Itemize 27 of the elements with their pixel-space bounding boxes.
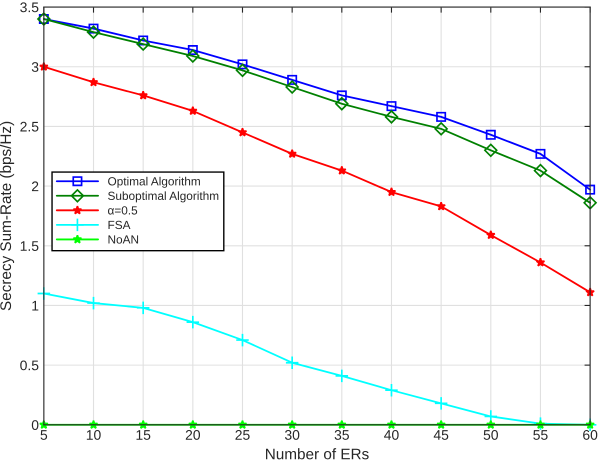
legend-label: NoAN	[108, 235, 138, 244]
y-tick-label: 3.5	[20, 2, 38, 12]
x-tick-label: 5	[40, 430, 48, 440]
x-tick-label: 40	[384, 430, 399, 440]
x-tick-label: 45	[434, 430, 448, 440]
y-tick-label: 3	[32, 62, 38, 72]
x-axis-title: Number of ERs	[266, 448, 369, 460]
y-tick-label: 2.5	[20, 122, 38, 132]
legend-label: Suboptimal Algorithm	[108, 191, 218, 202]
legend-label: FSA	[108, 220, 130, 230]
x-tick-label: 20	[186, 430, 200, 440]
y-axis-title: Secrecy Sum-Rate (bps/Hz)	[0, 122, 14, 310]
x-tick-label: 30	[284, 430, 300, 440]
legend-label: α=0.5	[108, 206, 138, 215]
y-tick-label: 0	[32, 420, 38, 430]
x-tick-label: 60	[583, 430, 598, 440]
x-tick-label: 10	[86, 430, 101, 440]
x-tick-label: 50	[484, 430, 498, 440]
x-tick-label: 25	[235, 430, 250, 440]
x-tick-label: 35	[334, 430, 349, 440]
y-tick-label: 2	[32, 181, 38, 192]
x-tick-label: 15	[136, 430, 150, 440]
y-tick-label: 1.5	[20, 241, 38, 251]
x-tick-label: 55	[533, 430, 548, 440]
legend-label: Optimal Algorithm	[108, 176, 200, 188]
y-tick-label: 0.5	[20, 360, 38, 370]
y-tick-label: 1	[32, 300, 38, 310]
